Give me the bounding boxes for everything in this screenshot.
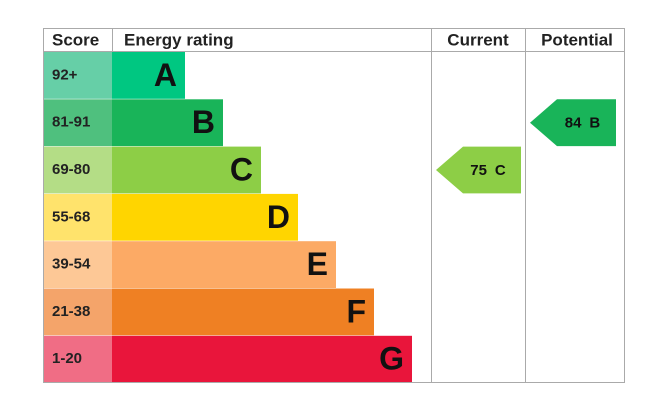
rating-letter: A <box>154 57 177 93</box>
rating-letter: D <box>267 199 290 235</box>
score-cell <box>44 193 112 241</box>
score-label: 21-38 <box>52 303 90 320</box>
potential-arrow <box>530 99 616 147</box>
current-arrow <box>436 146 521 194</box>
rating-bar <box>112 146 261 194</box>
potential-label: 84 B <box>565 115 601 132</box>
rating-letter: G <box>379 340 404 376</box>
rating-bar <box>112 335 412 382</box>
rating-bar <box>112 52 185 99</box>
rating-letter: C <box>230 151 253 187</box>
header-potential: Potential <box>541 30 613 49</box>
header-rating: Energy rating <box>124 30 234 49</box>
score-label: 92+ <box>52 66 78 83</box>
score-label: 1-20 <box>52 350 82 367</box>
rating-letter: B <box>192 104 215 140</box>
score-cell <box>44 335 112 382</box>
score-label: 81-91 <box>52 114 90 131</box>
potential-letter: B <box>589 115 600 132</box>
header-current: Current <box>447 30 509 49</box>
rating-bar <box>112 99 223 147</box>
score-cell <box>44 241 112 288</box>
rating-bar <box>112 241 336 288</box>
header-score: Score <box>52 30 99 49</box>
score-cell <box>44 288 112 336</box>
score-cell <box>44 99 112 147</box>
frame <box>43 28 625 383</box>
current-value: 75 <box>470 162 487 179</box>
score-label: 69-80 <box>52 161 90 178</box>
potential-value: 84 <box>565 115 582 132</box>
score-label: 39-54 <box>52 256 91 273</box>
score-label: 55-68 <box>52 208 90 225</box>
current-label: 75 C <box>470 162 506 179</box>
score-cell <box>44 146 112 194</box>
score-cell <box>44 52 112 99</box>
rating-bar <box>112 193 298 241</box>
rating-letter: F <box>346 293 366 329</box>
rating-bar <box>112 288 374 336</box>
current-letter: C <box>495 162 506 179</box>
rating-letter: E <box>307 246 328 282</box>
